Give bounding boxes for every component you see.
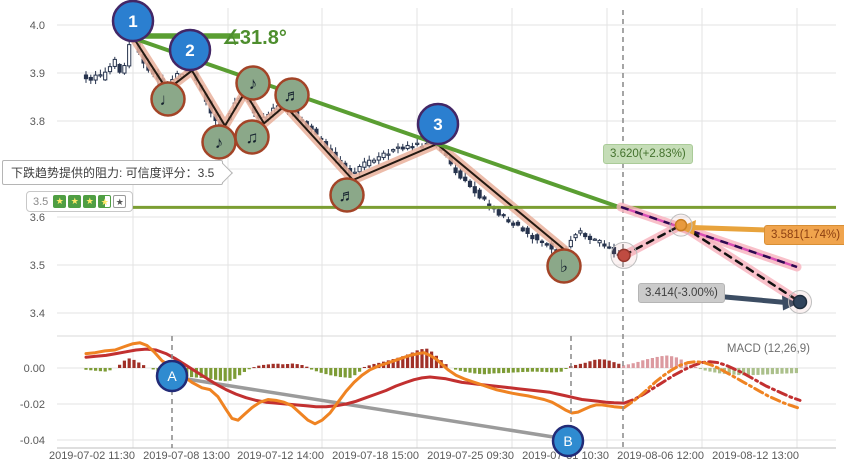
wave-point-marker-2[interactable]: 2 (168, 28, 212, 72)
note-marker-circle (546, 248, 582, 284)
macd-point-marker-B[interactable]: B (551, 424, 585, 458)
full-star-icon: ★ (53, 195, 67, 208)
price-axis-tick: 3.5 (30, 260, 45, 272)
wave-point-circle (111, 0, 155, 43)
macd-point-circle (551, 424, 585, 458)
note-markers: ♩ ♪ ♫ ♪ ♬ ♬ ♭ (150, 65, 582, 284)
rating-stars: ★ ★ ★ ★ ★ (53, 195, 127, 208)
note-marker[interactable]: ♫ (234, 119, 270, 155)
music-note-icon: ♬ (339, 186, 356, 205)
macd-point-marker-A[interactable]: A (155, 359, 189, 393)
date-axis-tick: 2019-08-12 13:00 (712, 450, 799, 462)
zigzag-line[interactable] (132, 36, 566, 251)
macd-point-letter: A (167, 368, 177, 384)
resistance-price-badge[interactable]: 3.620(+2.83%) (603, 144, 693, 164)
down-target-arrowhead-icon (782, 295, 798, 311)
macd-params-label: MACD (12,26,9) (726, 343, 810, 355)
forecast-pivot-dot[interactable] (674, 218, 688, 232)
note-marker-circle (235, 65, 271, 101)
note-marker-circle (150, 81, 186, 117)
note-marker-circle (274, 77, 310, 113)
macd-axis-tick: -0.04 (20, 435, 45, 447)
macd-dea-forecast-line (622, 360, 802, 405)
wave-point-number: 2 (185, 41, 194, 60)
mid-target-price-badge[interactable]: 3.581(1.74%) (764, 225, 844, 245)
full-star-icon: ★ (68, 195, 82, 208)
date-axis-tick: 2019-08-06 12:00 (617, 450, 704, 462)
trend-tooltip: 下跌趋势提供的阻力: 可信度评分：3.5 (2, 160, 234, 185)
note-marker[interactable]: ♭ (546, 248, 582, 284)
note-marker[interactable]: ♬ (329, 177, 365, 213)
forecast-magenta-dashes (620, 205, 798, 269)
wave-point-number: 1 (128, 12, 137, 31)
music-note-icon: ♬ (284, 86, 301, 105)
macd-dif-forecast-line (622, 360, 802, 410)
date-axis-tick: 2019-07-25 09:30 (427, 450, 514, 462)
note-marker[interactable]: ♬ (274, 77, 310, 113)
wave-point-marker-3[interactable]: 3 (416, 102, 460, 146)
date-axis-tick: 2019-07-08 13:00 (143, 450, 230, 462)
date-axis-tick: 2019-07-02 11:30 (49, 450, 135, 462)
macd-dif-line (84, 341, 626, 426)
wave-point-number: 3 (433, 115, 442, 134)
music-note-icon: ♪ (215, 133, 224, 152)
macd-point-circle (155, 359, 189, 393)
music-note-icon: ♪ (249, 74, 258, 93)
axis-labels: 4.03.93.83.73.63.53.40.00-0.02-0.042019-… (20, 20, 799, 462)
half-star-icon: ★ (98, 195, 112, 208)
music-note-icon: ♭ (560, 257, 568, 276)
date-axis-tick: 2019-07-12 14:00 (237, 450, 324, 462)
price-axis-tick: 3.9 (30, 68, 45, 80)
note-marker[interactable]: ♪ (201, 124, 237, 160)
date-axis-tick: 2019-07-18 15:00 (332, 450, 419, 462)
downtrend-line[interactable] (126, 34, 621, 210)
down-target-arrow-line (713, 293, 787, 305)
wave-point-circle (416, 102, 460, 146)
music-note-icon: ♩ (160, 90, 177, 109)
note-marker-circle (234, 119, 270, 155)
note-marker[interactable]: ♩ (150, 81, 186, 117)
mid-target-arrow-line[interactable] (691, 225, 767, 233)
current-price-dot[interactable] (617, 248, 631, 263)
macd-ab-trendline[interactable] (173, 375, 567, 441)
price-axis-tick: 3.8 (30, 116, 45, 128)
macd-axis-tick: 0.00 (24, 363, 45, 375)
down-target-dot[interactable] (792, 294, 808, 310)
empty-star-icon: ★ (113, 195, 127, 208)
wave-point-circle (168, 28, 212, 72)
wave-point-marker-1[interactable]: 1 (111, 0, 155, 43)
price-axis-tick: 3.6 (30, 212, 45, 224)
down-target-price-badge[interactable]: 3.414(-3.00%) (638, 283, 725, 303)
note-marker[interactable]: ♪ (235, 65, 271, 101)
price-axis-tick: 3.4 (30, 308, 45, 320)
rating-score: 3.5 (33, 195, 49, 208)
rating-badge[interactable]: 3.5 ★ ★ ★ ★ ★ (26, 191, 134, 212)
full-star-icon: ★ (83, 195, 97, 208)
price-axis-tick: 4.0 (30, 20, 45, 32)
macd-point-letter: B (563, 433, 572, 449)
music-note-icon: ♫ (246, 128, 259, 147)
note-marker-circle (329, 177, 365, 213)
macd-dea-line (84, 347, 626, 409)
trend-tooltip-text: 下跌趋势提供的阻力: 可信度评分：3.5 (11, 166, 215, 180)
macd-axis-tick: -0.02 (20, 399, 45, 411)
trend-angle-label: ∡31.8° (222, 27, 287, 49)
